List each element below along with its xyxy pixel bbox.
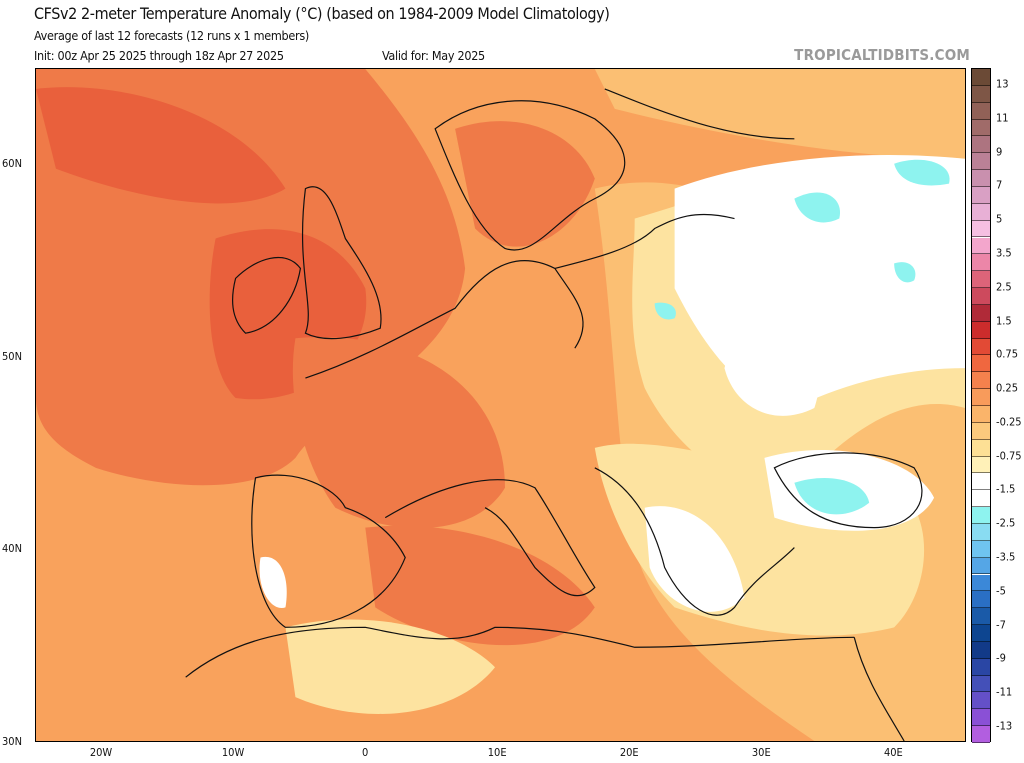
- colorbar: [971, 68, 991, 743]
- colorbar-bin: [972, 170, 990, 187]
- colorbar-bin: [972, 304, 990, 322]
- lat-tick-label: 60N: [2, 157, 22, 171]
- colorbar-label: 9: [996, 145, 1003, 159]
- colorbar-label: -13: [996, 719, 1013, 733]
- colorbar-label: 5: [996, 212, 1003, 226]
- colorbar-bin: [972, 321, 990, 339]
- colorbar-bin: [972, 439, 990, 457]
- colorbar-label: 13: [996, 77, 1009, 91]
- colorbar-bin: [972, 136, 990, 154]
- colorbar-bin: [972, 271, 990, 289]
- anomaly-cold-north: [894, 159, 950, 186]
- colorbar-label: 3.5: [996, 246, 1012, 260]
- colorbar-label: -0.25: [996, 415, 1022, 429]
- colorbar-bin: [972, 85, 990, 103]
- colorbar-bin: [972, 523, 990, 541]
- colorbar-label: 7: [996, 178, 1003, 192]
- anomaly-neutral-ukraine: [724, 326, 820, 416]
- anomaly-warm-scandinavia: [455, 121, 595, 247]
- colorbar-bin: [972, 625, 990, 642]
- colorbar-bin: [972, 490, 990, 508]
- colorbar-label: -1.5: [996, 482, 1016, 496]
- anomaly-cold-belarus: [894, 262, 916, 283]
- colorbar-label: -9: [996, 651, 1006, 665]
- site-logo: TROPICALTIDBITS.COM: [794, 46, 970, 64]
- lat-tick-label: 40N: [2, 542, 22, 556]
- colorbar-label: -2.5: [996, 516, 1016, 530]
- anomaly-neutral-greece: [644, 506, 745, 612]
- lat-tick-label: 50N: [2, 349, 22, 363]
- anomaly-cold-blacksea: [794, 477, 870, 515]
- colorbar-bin: [972, 675, 990, 693]
- anomaly-cold-poland: [654, 302, 676, 320]
- colorbar-bin: [972, 406, 990, 423]
- colorbar-label: 0.25: [996, 381, 1019, 395]
- colorbar-bin: [972, 726, 990, 743]
- colorbar-bin: [972, 237, 990, 255]
- lon-tick-label: 20W: [89, 746, 113, 759]
- colorbar-label: -11: [996, 685, 1013, 699]
- colorbar-bin: [972, 355, 990, 373]
- lon-tick-label: 20E: [619, 746, 639, 759]
- anomaly-mild-north: [594, 69, 965, 159]
- colorbar-bin: [972, 456, 990, 474]
- colorbar-bin: [972, 709, 990, 727]
- anomaly-cool-south: [285, 619, 496, 714]
- colorbar-bin: [972, 658, 990, 676]
- colorbar-label: 0.75: [996, 347, 1019, 361]
- colorbar-bin: [972, 220, 990, 238]
- map-title: CFSv2 2-meter Temperature Anomaly (°C) (…: [34, 4, 610, 23]
- anomaly-neutral-iberia: [259, 556, 287, 609]
- colorbar-bin: [972, 186, 990, 204]
- colorbar-bin: [972, 153, 990, 171]
- lon-tick-label: 10E: [487, 746, 507, 759]
- colorbar-bin: [972, 692, 990, 710]
- colorbar-label: 1.5: [996, 314, 1012, 328]
- anomaly-warm-med: [365, 525, 595, 646]
- valid-time: Valid for: May 2025: [382, 48, 485, 63]
- temperature-anomaly-map: [35, 68, 966, 742]
- colorbar-label: -7: [996, 618, 1006, 632]
- colorbar-bin: [972, 372, 990, 390]
- colorbar-label: 2.5: [996, 280, 1012, 294]
- colorbar-bin: [972, 473, 990, 491]
- colorbar-label: 11: [996, 111, 1009, 125]
- lon-tick-label: 0: [361, 746, 369, 759]
- colorbar-bin: [972, 591, 990, 609]
- colorbar-label: -0.75: [996, 449, 1022, 463]
- colorbar-bin: [972, 507, 990, 524]
- colorbar-bin: [972, 119, 990, 137]
- colorbar-bin: [972, 608, 990, 626]
- colorbar-bin: [972, 422, 990, 440]
- lon-tick-label: 30E: [751, 746, 771, 759]
- init-time: Init: 00z Apr 25 2025 through 18z Apr 27…: [34, 48, 284, 63]
- coastlines: [185, 88, 923, 741]
- colorbar-bin: [972, 389, 990, 406]
- colorbar-bin: [972, 574, 990, 592]
- colorbar-bin: [972, 557, 990, 575]
- anomaly-cold-russia: [794, 192, 841, 223]
- colorbar-bin: [972, 641, 990, 659]
- colorbar-label: -3.5: [996, 550, 1016, 564]
- anomaly-hot-atlantic: [36, 87, 286, 204]
- lat-tick-label: 30N: [2, 735, 22, 748]
- colorbar-bin: [972, 254, 990, 272]
- lon-tick-label: 40E: [883, 746, 903, 759]
- colorbar-bin: [972, 288, 990, 305]
- colorbar-label: -5: [996, 584, 1006, 598]
- map-subtitle: Average of last 12 forecasts (12 runs x …: [34, 28, 309, 43]
- colorbar-bin: [972, 102, 990, 120]
- colorbar-bin: [972, 69, 990, 86]
- colorbar-bin: [972, 203, 990, 221]
- colorbar-bin: [972, 338, 990, 356]
- anomaly-warm-france: [292, 337, 505, 529]
- colorbar-bin: [972, 540, 990, 558]
- lon-tick-label: 10W: [221, 746, 245, 759]
